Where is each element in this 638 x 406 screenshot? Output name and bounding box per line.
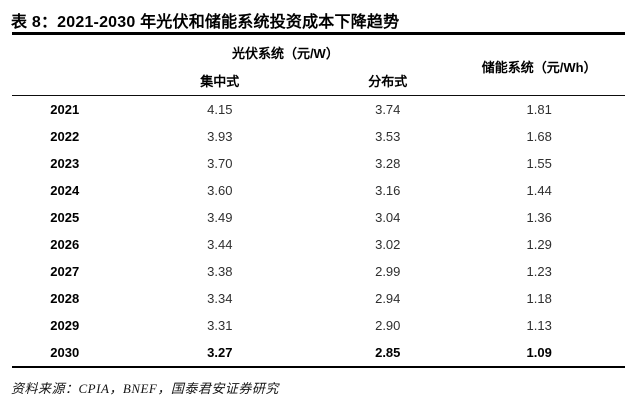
- table-row: 2028 3.34 2.94 1.18: [12, 285, 625, 312]
- year-cell: 2025: [50, 210, 80, 225]
- table-row: 2029 3.31 2.90 1.13: [12, 312, 625, 339]
- distributed-cell: 3.04: [375, 210, 401, 225]
- storage-cell: 1.36: [526, 210, 552, 225]
- year-cell: 2024: [50, 183, 80, 198]
- header-year-blank: [12, 39, 117, 96]
- storage-cell: 1.55: [526, 156, 552, 171]
- centralized-cell: 3.34: [207, 291, 233, 306]
- table-row: 2021 4.15 3.74 1.81: [12, 96, 625, 124]
- centralized-cell: 3.70: [207, 156, 233, 171]
- table-title: 表 8：2021-2030 年光伏和储能系统投资成本下降趋势: [11, 14, 400, 31]
- year-cell: 2023: [50, 156, 80, 171]
- storage-cell: 1.13: [526, 318, 552, 333]
- centralized-cell: 3.27: [207, 345, 233, 360]
- cost-table: 光伏系统（元/W） 储能系统（元/Wh） 集中式 分布式 2021 4.15 3…: [12, 39, 625, 368]
- table-row: 2024 3.60 3.16 1.44: [12, 177, 625, 204]
- distributed-cell: 3.28: [375, 156, 401, 171]
- distributed-cell: 2.94: [375, 291, 401, 306]
- year-cell: 2021: [50, 102, 80, 117]
- centralized-cell: 3.93: [207, 129, 233, 144]
- distributed-cell: 2.99: [375, 264, 401, 279]
- header-storage-system: 储能系统（元/Wh）: [481, 59, 597, 75]
- distributed-cell: 3.16: [375, 183, 401, 198]
- centralized-cell: 3.60: [207, 183, 233, 198]
- storage-cell: 1.68: [526, 129, 552, 144]
- storage-cell: 1.29: [526, 237, 552, 252]
- distributed-cell: 3.74: [375, 102, 401, 117]
- centralized-cell: 3.44: [207, 237, 233, 252]
- year-cell: 2030: [50, 345, 80, 360]
- table-body: 2021 4.15 3.74 1.81 2022 3.93 3.53 1.68 …: [12, 96, 625, 367]
- year-cell: 2027: [50, 264, 80, 279]
- centralized-cell: 3.38: [207, 264, 233, 279]
- centralized-cell: 3.49: [207, 210, 233, 225]
- distributed-cell: 3.53: [375, 129, 401, 144]
- header-centralized: 集中式: [200, 73, 240, 89]
- year-cell: 2028: [50, 291, 80, 306]
- header-distributed: 分布式: [368, 73, 408, 89]
- table-row: 2026 3.44 3.02 1.29: [12, 231, 625, 258]
- table-header: 光伏系统（元/W） 储能系统（元/Wh） 集中式 分布式: [12, 39, 625, 96]
- header-pv-system: 光伏系统（元/W）: [231, 45, 339, 61]
- table-row: 2022 3.93 3.53 1.68: [12, 123, 625, 150]
- storage-cell: 1.09: [526, 345, 552, 360]
- table-row: 2025 3.49 3.04 1.36: [12, 204, 625, 231]
- year-cell: 2029: [50, 318, 80, 333]
- table-row: 2023 3.70 3.28 1.55: [12, 150, 625, 177]
- distributed-cell: 2.90: [375, 318, 401, 333]
- storage-cell: 1.81: [526, 102, 552, 117]
- table-row-final-emphasis: 2030 3.27 2.85 1.09: [12, 339, 625, 367]
- source-attribution: 资料来源：CPIA，BNEF，国泰君安证券研究: [11, 381, 279, 396]
- year-cell: 2022: [50, 129, 80, 144]
- table-row: 2027 3.38 2.99 1.23: [12, 258, 625, 285]
- centralized-cell: 4.15: [207, 102, 233, 117]
- centralized-cell: 3.31: [207, 318, 233, 333]
- distributed-cell: 3.02: [375, 237, 401, 252]
- storage-cell: 1.18: [526, 291, 552, 306]
- storage-cell: 1.44: [526, 183, 552, 198]
- storage-cell: 1.23: [526, 264, 552, 279]
- year-cell: 2026: [50, 237, 80, 252]
- distributed-cell: 2.85: [375, 345, 401, 360]
- title-divider-rule: [12, 32, 625, 35]
